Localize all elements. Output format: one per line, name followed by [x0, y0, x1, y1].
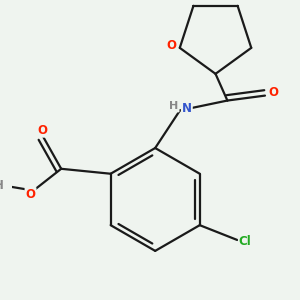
Text: H: H — [0, 179, 4, 192]
Text: O: O — [26, 188, 35, 201]
Text: H: H — [169, 101, 178, 112]
Text: O: O — [38, 124, 47, 137]
Text: O: O — [268, 86, 278, 99]
Text: O: O — [167, 39, 177, 52]
Text: Cl: Cl — [239, 236, 252, 248]
Text: N: N — [182, 102, 192, 115]
